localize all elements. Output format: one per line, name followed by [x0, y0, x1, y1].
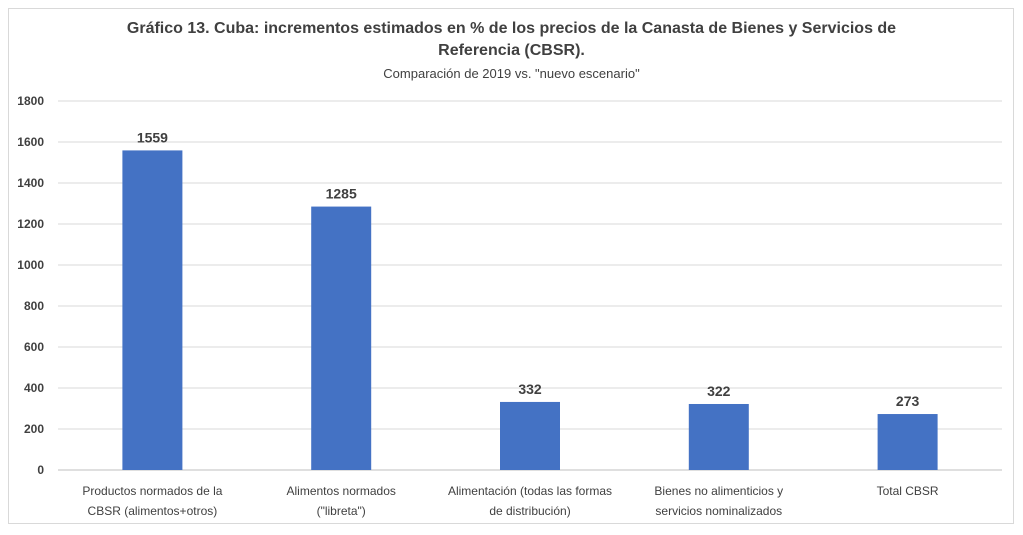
- x-axis-labels: Productos normados de la CBSR (alimentos+…: [82, 484, 939, 518]
- bar: [877, 414, 938, 470]
- category-label: ("libreta"): [317, 504, 366, 518]
- y-tick-label: 600: [24, 340, 44, 354]
- category-label: Alimentación (todas las formas: [448, 484, 612, 498]
- y-tick-label: 200: [24, 422, 44, 436]
- chart-title-line-2: Referencia (CBSR).: [438, 42, 585, 59]
- y-tick-label: 400: [24, 381, 44, 395]
- bar: [500, 401, 560, 470]
- data-labels: 1559 1285 332 322 273: [137, 129, 920, 409]
- y-tick-label: 1400: [17, 176, 44, 190]
- y-tick-label: 1200: [17, 217, 44, 231]
- y-tick-label: 800: [24, 299, 44, 313]
- data-label: 273: [896, 393, 920, 409]
- bar: [122, 150, 183, 470]
- category-label: CBSR (alimentos+otros): [88, 504, 218, 518]
- category-label: Total CBSR: [877, 484, 939, 498]
- y-tick-label: 1600: [17, 135, 44, 149]
- y-axis-ticks: 0 200 400 600 800 1000 1200 1400 1600 1800: [17, 94, 44, 477]
- data-label: 1285: [326, 186, 357, 202]
- bars: [122, 150, 938, 470]
- category-label: Productos normados de la: [82, 484, 222, 498]
- bar: [688, 403, 749, 470]
- y-tick-label: 0: [37, 463, 44, 477]
- y-tick-label: 1800: [17, 94, 44, 108]
- data-label: 332: [518, 381, 542, 397]
- category-label: Bienes no alimenticios y: [654, 484, 783, 498]
- bar: [311, 206, 372, 470]
- chart-subtitle: Comparación de 2019 vs. "nuevo escenario…: [383, 66, 640, 81]
- y-tick-label: 1000: [17, 258, 44, 272]
- category-label: de distribución): [489, 504, 570, 518]
- chart-title-line-1: Gráfico 13. Cuba: incrementos estimados …: [126, 20, 897, 37]
- data-label: 322: [707, 383, 731, 399]
- category-label: Alimentos normados: [287, 484, 396, 498]
- category-label: servicios nominalizados: [655, 504, 782, 518]
- data-label: 1559: [137, 129, 168, 145]
- gridlines: [58, 100, 1002, 471]
